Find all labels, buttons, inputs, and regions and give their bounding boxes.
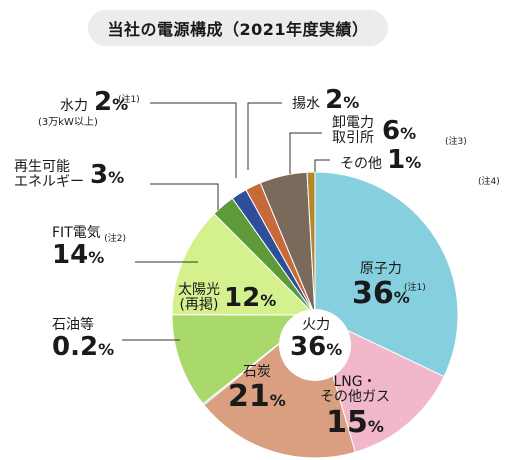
label-pumped-name: 揚水 [292, 96, 320, 112]
label-hydro-pct: % [112, 95, 129, 114]
label-solar-value: 12 [224, 283, 261, 314]
label-nuclear-name: 原子力 [359, 261, 402, 277]
pie-slice-5 [171, 213, 317, 316]
chart-title: 当社の電源構成（2021年度実績） [88, 10, 388, 46]
leader-other [314, 159, 330, 172]
label-fit: FIT電気 14% (注2) [52, 225, 126, 271]
label-other-pct: % [405, 153, 422, 172]
label-thermal-pct: % [326, 340, 343, 360]
label-fit-pct: % [88, 248, 105, 268]
label-nuclear: 原子力 36% [352, 261, 410, 312]
pie-slice-0 [314, 171, 459, 378]
label-lng-line1: LNG・ [333, 374, 377, 390]
label-coal-name: 石炭 [242, 364, 271, 380]
label-thermal: 火力 36% [290, 317, 343, 363]
label-lng-value: 15 [326, 404, 368, 440]
label-hydro-sub: (3万kW以上) [38, 116, 98, 128]
label-oil: 石油等 0.2% [52, 317, 115, 363]
label-nuclear-pct: % [393, 288, 410, 308]
label-solar: 太陽光 (再掲) 12% [178, 282, 277, 314]
label-exchange-value: 6 [382, 116, 401, 147]
label-nuclear-value: 36 [352, 276, 394, 312]
label-other-name: その他 [340, 156, 382, 172]
label-solar-line2: (再掲) [179, 297, 219, 314]
label-exchange-note: (注3) [445, 136, 467, 147]
label-renew-line2: エネルギー [14, 174, 84, 191]
label-oil-value: 0.2 [52, 332, 99, 363]
label-hydro-note: (注1) [118, 94, 140, 105]
label-coal-value: 21 [228, 379, 270, 415]
leader-hydro [150, 102, 237, 178]
label-pumped-pct: % [343, 93, 360, 112]
label-fit-value: 14 [52, 240, 89, 271]
label-thermal-value: 36 [290, 332, 327, 363]
label-thermal-name: 火力 [302, 317, 331, 333]
label-hydro-value: 2 [94, 87, 113, 117]
label-exchange-line2: 取引所 [332, 130, 374, 147]
label-coal: 石炭 21% [228, 364, 286, 415]
label-fit-note: (注2) [104, 234, 126, 245]
label-lng: LNG・ その他ガス 15% [320, 374, 390, 440]
label-fit-name: FIT電気 [52, 225, 101, 241]
label-renew-line1: 再生可能 [14, 159, 70, 175]
label-other-value: 1 [387, 145, 406, 175]
label-exchange-line1: 卸電力 [332, 115, 374, 131]
label-other-note: (注4) [478, 176, 500, 187]
label-other: その他 1% [340, 146, 421, 175]
label-lng-line2: その他ガス [320, 389, 390, 406]
thermal-center-disc [279, 309, 351, 381]
label-hydro: 水力 2% (3万kW以上) [38, 87, 129, 128]
label-coal-pct: % [269, 391, 286, 411]
label-exchange-pct: % [400, 124, 417, 144]
pie-slice-4 [171, 314, 317, 405]
leader-renew [150, 183, 219, 210]
label-renew: 再生可能 エネルギー 3% [14, 159, 125, 191]
label-lng-pct: % [367, 416, 384, 436]
label-solar-pct: % [260, 291, 277, 311]
label-nuclear-note: (注1) [404, 283, 426, 293]
label-renew-value: 3 [90, 160, 109, 191]
label-oil-name: 石油等 [52, 317, 94, 333]
leader-pumped [247, 102, 282, 170]
label-pumped: 揚水 2% [292, 86, 359, 115]
label-pumped-value: 2 [325, 85, 344, 115]
label-solar-line1: 太陽光 [178, 282, 220, 298]
label-renew-pct: % [108, 168, 125, 188]
leader-exchange [289, 132, 322, 174]
label-exchange: 卸電力 取引所 6% [332, 115, 417, 147]
label-hydro-name: 水力 [60, 98, 88, 114]
label-oil-pct: % [98, 340, 115, 360]
